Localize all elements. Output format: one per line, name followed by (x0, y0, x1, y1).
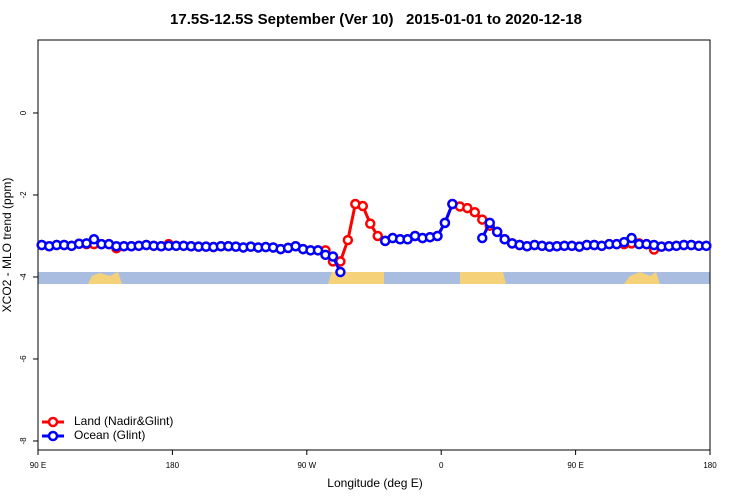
chart-title: 17.5S-12.5S September (Ver 10) 2015-01-0… (170, 11, 582, 28)
point (447, 198, 458, 210)
point (469, 206, 481, 218)
point (477, 232, 488, 244)
point (81, 238, 92, 249)
x-tick-label: 90 E (30, 461, 46, 470)
y-tick-label: -8 (19, 437, 28, 445)
land-band (460, 272, 506, 284)
point (342, 234, 354, 246)
point (439, 217, 451, 229)
point (701, 240, 712, 252)
point (626, 232, 637, 244)
legend-marker (47, 416, 59, 428)
point (499, 234, 510, 245)
x-axis-label: Longitude (deg E) (327, 476, 422, 490)
point (88, 234, 100, 245)
y-axis-label: XCO2 - MLO trend (ppm) (0, 178, 14, 313)
surface-mask (38, 272, 710, 284)
point (372, 230, 383, 242)
y-tick-label: -2 (19, 191, 28, 199)
y-tick-label: -4 (19, 273, 28, 281)
point (618, 236, 630, 248)
y-tick-label: -6 (19, 355, 28, 363)
legend-label: Land (Nadir&Glint) (74, 414, 173, 428)
point (484, 217, 495, 229)
y-tick-label: 0 (19, 110, 28, 115)
point (432, 230, 443, 242)
point (365, 218, 376, 229)
x-tick-label: 180 (166, 461, 180, 470)
point (357, 200, 369, 212)
x-tick-label: 0 (439, 461, 444, 470)
legend-marker (47, 430, 59, 442)
land-band (624, 272, 660, 284)
legend-label: Ocean (Glint) (74, 428, 145, 442)
point (335, 266, 346, 278)
land-band (88, 272, 122, 284)
point (462, 202, 473, 214)
point (312, 245, 324, 256)
point (491, 226, 503, 238)
x-tick-label: 180 (703, 461, 717, 470)
x-tick-label: 90 W (297, 461, 316, 470)
x-tick-label: 90 E (567, 461, 583, 470)
point (327, 251, 339, 262)
